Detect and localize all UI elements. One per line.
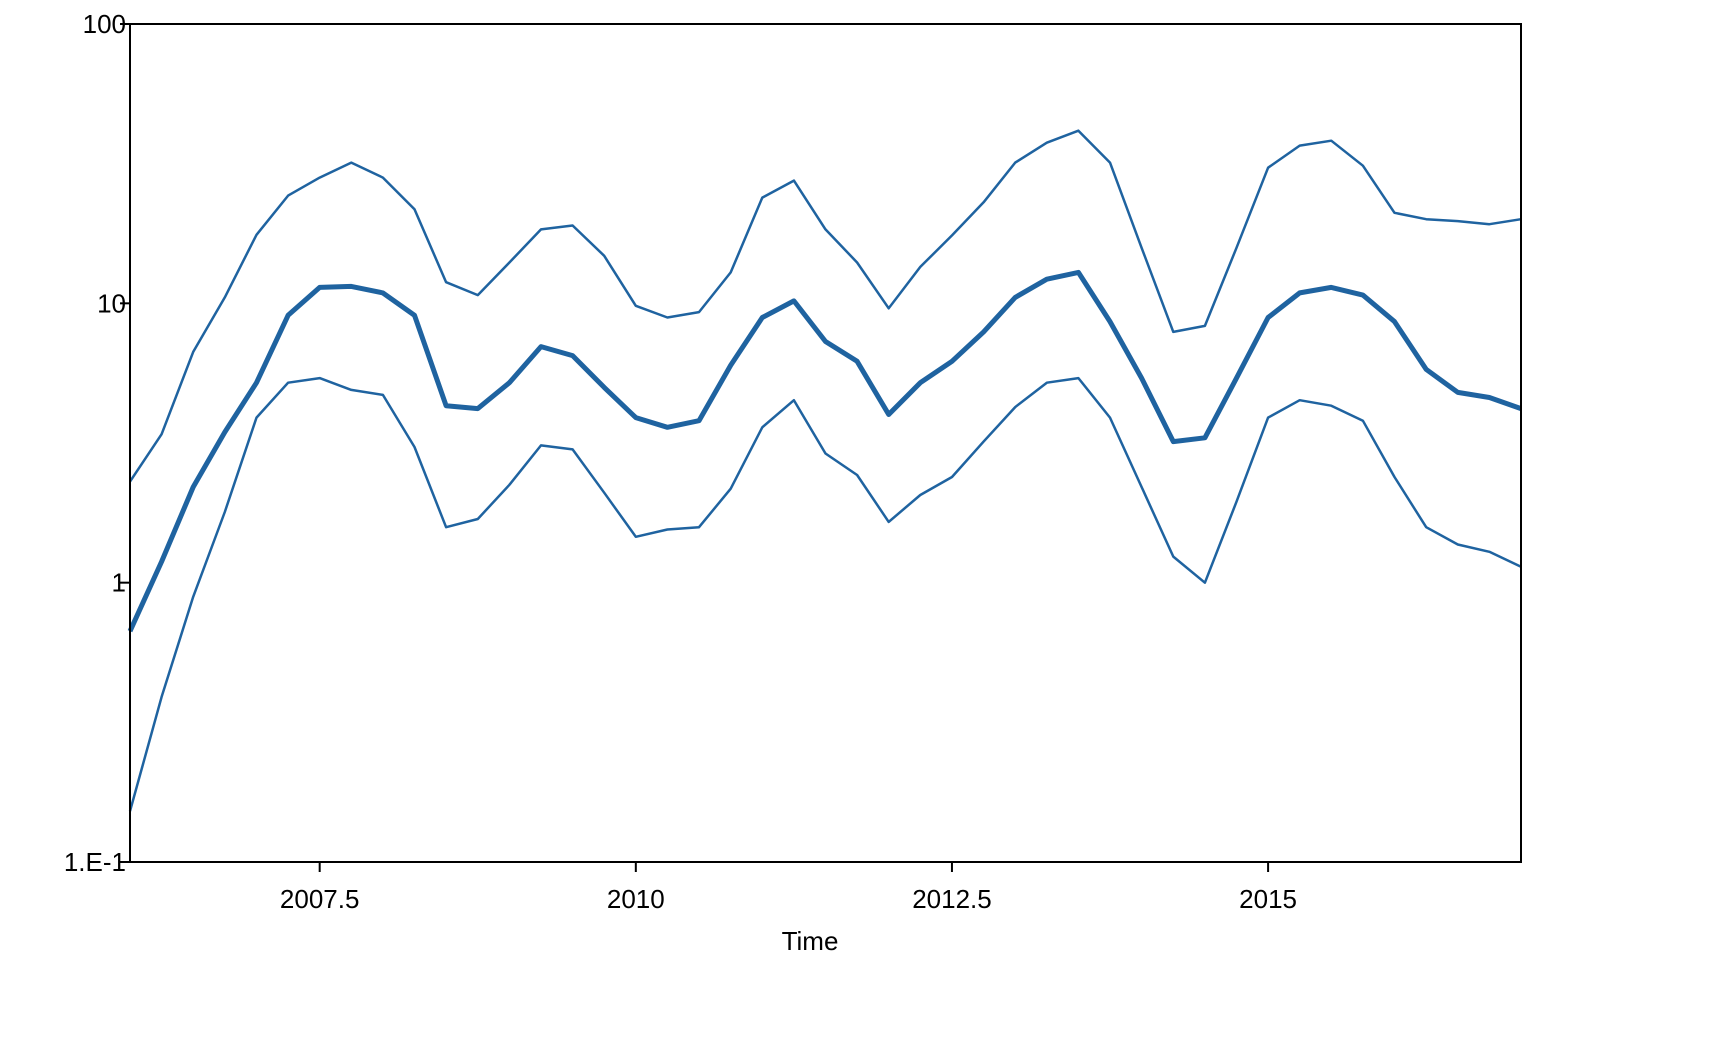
data-line	[128, 129, 1522, 483]
x-tick-label: 2015	[1239, 884, 1297, 914]
data-line	[127, 269, 1522, 633]
y-tick-label: 1	[112, 568, 126, 598]
x-tick-label: 2012.5	[912, 884, 992, 914]
x-tick-label: 2010	[607, 884, 665, 914]
data-line	[128, 376, 1522, 812]
x-tick-label: 2007.5	[280, 884, 360, 914]
y-tick-label: 1.E-1	[64, 847, 126, 877]
plot-frame	[129, 23, 1522, 863]
x-axis-label: Time	[782, 926, 839, 956]
y-tick-label: 10	[97, 288, 126, 318]
y-tick-label: 100	[83, 9, 126, 39]
